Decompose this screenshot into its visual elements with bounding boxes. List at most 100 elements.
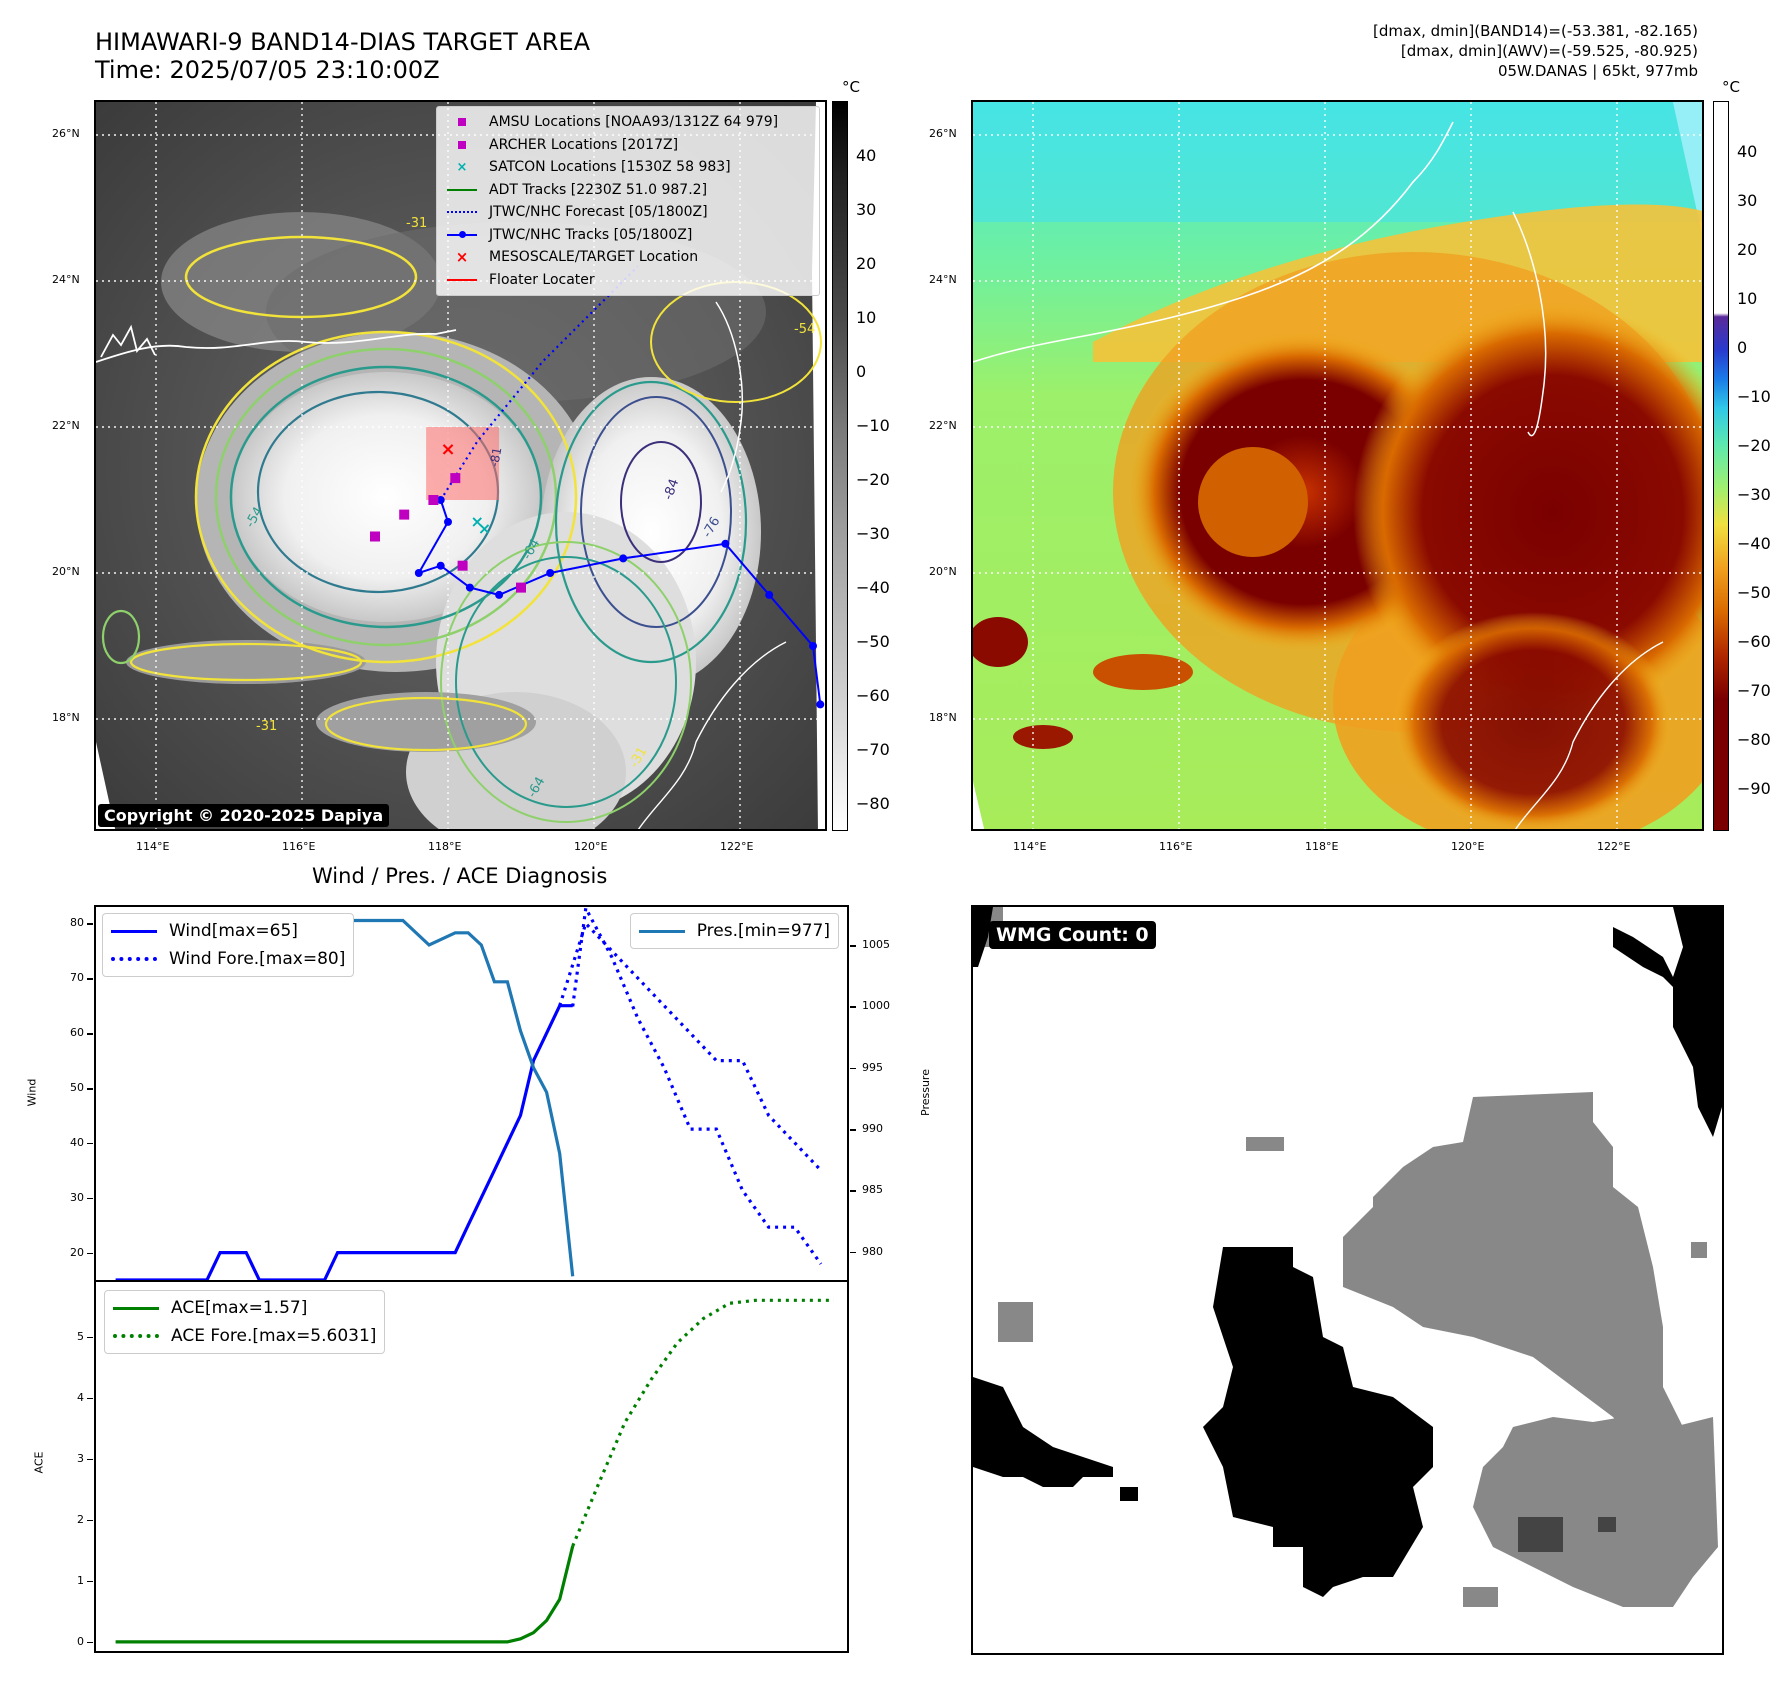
legend-wind-fore-label: Wind Fore.[max=80] bbox=[169, 949, 346, 969]
cbar-tick: 0 bbox=[856, 362, 867, 381]
ace-legend: ACE[max=1.57] ACE Fore.[max=5.6031] bbox=[104, 1290, 386, 1354]
copyright-badge: Copyright © 2020-2025 Dapiya bbox=[98, 804, 390, 827]
cbar-tick: −70 bbox=[1737, 681, 1771, 700]
y-tick-label: 990 bbox=[862, 1122, 883, 1136]
legend-wind-label: Wind[max=65] bbox=[169, 921, 298, 941]
y-tick-label: 30 bbox=[70, 1190, 84, 1204]
cbar-tick: −20 bbox=[856, 470, 890, 489]
y-tick-mark bbox=[87, 1197, 93, 1200]
satcon-point: × bbox=[478, 519, 491, 538]
y-tick-mark bbox=[87, 1033, 93, 1035]
legend-ace-label: ACE[max=1.57] bbox=[171, 1298, 308, 1318]
jtwc-track-point bbox=[465, 583, 474, 592]
wind-series-line-3 bbox=[571, 907, 823, 1265]
cbar-tick: −60 bbox=[856, 686, 890, 705]
legend-floater: Floater Locater bbox=[445, 269, 811, 292]
lon-tick: 114°E bbox=[1013, 840, 1047, 853]
wind-series-line-0 bbox=[115, 1004, 573, 1280]
y-tick-mark bbox=[87, 1458, 93, 1461]
square-marker-icon bbox=[458, 118, 466, 127]
y-tick-label: 2 bbox=[77, 1512, 84, 1526]
cbar-tick: −30 bbox=[856, 524, 890, 543]
y-tick-label: 1 bbox=[77, 1573, 84, 1587]
y-tick-mark bbox=[850, 1006, 856, 1008]
amsu-point bbox=[399, 509, 410, 520]
awv-colorbar-unit: °C bbox=[1722, 78, 1740, 96]
legend-archer-label: ARCHER Locations [2017Z] bbox=[489, 136, 679, 153]
mesoscale-target-point: × bbox=[440, 439, 455, 460]
jtwc-track-point bbox=[619, 554, 628, 563]
y-tick-mark bbox=[87, 1336, 93, 1339]
wmg-panel: WMG Count: 0 bbox=[971, 905, 1724, 1655]
amsu-point bbox=[428, 495, 439, 505]
jtwc-track-point bbox=[414, 569, 423, 577]
lat-tick: 24°N bbox=[52, 273, 80, 286]
wind-series-line-1 bbox=[558, 920, 823, 1172]
contour-label: -54 bbox=[794, 322, 816, 337]
lat-tick: 26°N bbox=[929, 127, 957, 140]
legend-satcon-label: SATCON Locations [1530Z 58 983] bbox=[489, 159, 731, 176]
y-tick-label: 1005 bbox=[862, 938, 890, 952]
lat-tick: 22°N bbox=[52, 419, 80, 432]
legend-jtwc-tracks: JTWC/NHC Tracks [05/1800Z] bbox=[445, 224, 811, 247]
info-storm: 05W.DANAS | 65kt, 977mb bbox=[1497, 62, 1698, 80]
amsu-point bbox=[370, 531, 380, 542]
wind-pres-axes: Wind[max=65] Wind Fore.[max=80] Pres.[mi… bbox=[94, 905, 849, 1282]
cbar-tick: 40 bbox=[1737, 142, 1758, 161]
y-tick-label: 70 bbox=[70, 971, 84, 985]
cbar-tick: −60 bbox=[1737, 632, 1771, 651]
cbar-tick: −30 bbox=[1737, 485, 1771, 504]
y-tick-label: 5 bbox=[77, 1329, 84, 1343]
diagnosis-title: Wind / Pres. / ACE Diagnosis bbox=[312, 864, 608, 888]
ace-ylabel: ACE bbox=[32, 1451, 46, 1474]
lat-tick: 24°N bbox=[929, 273, 957, 286]
legend-ace-fore-label: ACE Fore.[max=5.6031] bbox=[171, 1326, 377, 1346]
solid-line-icon bbox=[638, 929, 685, 933]
legend-satcon: × SATCON Locations [1530Z 58 983] bbox=[445, 156, 811, 179]
legend-pres: Pres.[min=977] bbox=[638, 917, 830, 945]
legend-forecast: JTWC/NHC Forecast [05/1800Z] bbox=[445, 201, 811, 224]
y-tick-label: 1000 bbox=[862, 999, 890, 1013]
y-tick-mark bbox=[87, 1641, 93, 1644]
lon-tick: 120°E bbox=[574, 840, 608, 853]
lat-tick: 26°N bbox=[52, 127, 80, 140]
y-tick-mark bbox=[850, 1190, 856, 1192]
solid-line-icon bbox=[113, 1306, 159, 1310]
cbar-tick: −10 bbox=[856, 416, 890, 435]
ir-track-layer: ××× bbox=[370, 265, 825, 709]
figure-time: Time: 2025/07/05 23:10:00Z bbox=[95, 56, 440, 84]
cbar-tick: −80 bbox=[856, 794, 890, 813]
contour-label: -31 bbox=[256, 719, 278, 734]
legend-amsu-label: AMSU Locations [NOAA93/1312Z 64 979] bbox=[489, 114, 779, 131]
x-marker-icon: × bbox=[455, 248, 469, 267]
wind-legend: Wind[max=65] Wind Fore.[max=80] bbox=[102, 913, 355, 977]
ir-colorbar bbox=[832, 101, 848, 831]
figure-title: HIMAWARI-9 BAND14-DIAS TARGET AREA bbox=[95, 28, 591, 56]
jtwc-track-point bbox=[765, 590, 774, 599]
line-marker-icon bbox=[447, 278, 477, 281]
amsu-point bbox=[516, 582, 526, 593]
y-tick-mark bbox=[850, 1067, 856, 1070]
y-tick-label: 0 bbox=[77, 1634, 84, 1648]
jtwc-track-point bbox=[546, 569, 555, 577]
dotted-line-icon bbox=[111, 957, 157, 961]
cbar-tick: −40 bbox=[856, 578, 890, 597]
ace-plot bbox=[115, 1298, 834, 1644]
lon-tick: 120°E bbox=[1451, 840, 1485, 853]
awv-map-panel bbox=[971, 100, 1704, 831]
cbar-tick: 30 bbox=[856, 200, 877, 219]
y-tick-label: 80 bbox=[70, 916, 84, 930]
line-marker-icon bbox=[447, 188, 477, 191]
y-tick-mark bbox=[850, 1251, 856, 1254]
y-tick-mark bbox=[850, 945, 856, 947]
legend-adt: ADT Tracks [2230Z 51.0 987.2] bbox=[445, 179, 811, 202]
legend-pres-label: Pres.[min=977] bbox=[696, 921, 830, 941]
amsu-point bbox=[457, 560, 468, 571]
y-tick-label: 980 bbox=[862, 1244, 883, 1258]
cbar-tick: 30 bbox=[1737, 191, 1758, 210]
y-tick-label: 3 bbox=[77, 1451, 84, 1465]
x-marker-icon: × bbox=[456, 159, 468, 175]
lat-tick: 20°N bbox=[929, 565, 957, 578]
legend-floater-label: Floater Locater bbox=[489, 271, 595, 288]
lon-tick: 114°E bbox=[136, 840, 170, 853]
